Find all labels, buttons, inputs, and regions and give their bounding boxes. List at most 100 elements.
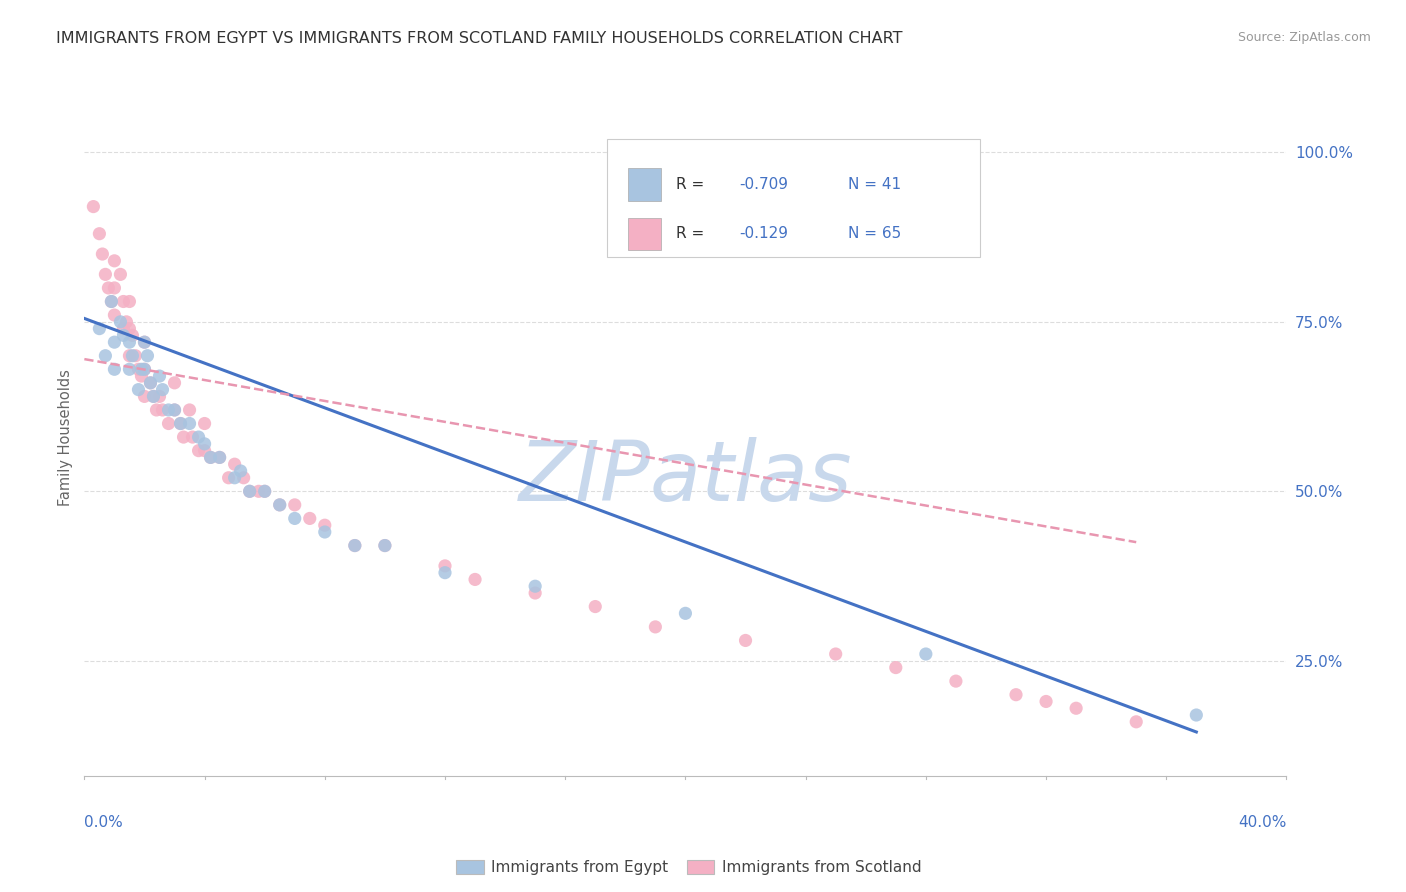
Point	[239, 484, 262, 499]
Point	[200, 450, 222, 465]
Point	[1125, 714, 1147, 729]
Point	[91, 247, 114, 261]
Point	[124, 349, 146, 363]
Point	[163, 376, 186, 390]
Text: ZIPatlas: ZIPatlas	[519, 437, 852, 518]
FancyBboxPatch shape	[627, 218, 661, 250]
Text: -0.709: -0.709	[740, 178, 789, 192]
Point	[314, 518, 336, 533]
Point	[89, 227, 111, 241]
Point	[675, 607, 697, 621]
Point	[139, 376, 162, 390]
Point	[169, 417, 191, 431]
Point	[884, 660, 907, 674]
Point	[103, 362, 125, 376]
Point	[94, 268, 117, 282]
Point	[163, 403, 186, 417]
Point	[103, 335, 125, 350]
Point	[110, 268, 132, 282]
Point	[118, 362, 141, 376]
Point	[945, 674, 967, 689]
Point	[208, 450, 231, 465]
Text: N = 41: N = 41	[848, 178, 901, 192]
Point	[169, 417, 191, 431]
Point	[148, 389, 170, 403]
Point	[152, 383, 174, 397]
Point	[152, 403, 174, 417]
Point	[187, 430, 209, 444]
Point	[118, 335, 141, 350]
Point	[131, 362, 153, 376]
Point	[644, 620, 666, 634]
Text: R =: R =	[676, 227, 709, 242]
Point	[145, 403, 167, 417]
Legend: Immigrants from Egypt, Immigrants from Scotland: Immigrants from Egypt, Immigrants from S…	[457, 861, 921, 875]
Point	[1064, 701, 1087, 715]
Point	[103, 253, 125, 268]
Point	[239, 484, 262, 499]
Point	[343, 539, 366, 553]
Point	[734, 633, 756, 648]
Point	[100, 294, 122, 309]
Point	[103, 308, 125, 322]
Text: 40.0%: 40.0%	[1239, 815, 1286, 830]
Point	[298, 511, 321, 525]
Text: 0.0%: 0.0%	[84, 815, 124, 830]
Point	[134, 389, 156, 403]
Point	[121, 328, 143, 343]
Point	[157, 403, 180, 417]
Point	[1035, 694, 1057, 708]
Point	[103, 281, 125, 295]
Point	[100, 294, 122, 309]
Point	[194, 417, 217, 431]
Point	[115, 315, 138, 329]
FancyBboxPatch shape	[607, 139, 980, 258]
Point	[1185, 708, 1208, 723]
Point	[179, 417, 201, 431]
Point	[434, 558, 457, 573]
Point	[112, 328, 135, 343]
Point	[208, 450, 231, 465]
Point	[229, 464, 252, 478]
Point	[179, 403, 201, 417]
Text: Source: ZipAtlas.com: Source: ZipAtlas.com	[1237, 31, 1371, 45]
Point	[94, 349, 117, 363]
Text: IMMIGRANTS FROM EGYPT VS IMMIGRANTS FROM SCOTLAND FAMILY HOUSEHOLDS CORRELATION : IMMIGRANTS FROM EGYPT VS IMMIGRANTS FROM…	[56, 31, 903, 46]
Point	[173, 430, 195, 444]
Point	[82, 200, 104, 214]
Point	[434, 566, 457, 580]
Point	[127, 362, 149, 376]
Point	[97, 281, 120, 295]
Point	[224, 471, 246, 485]
Point	[181, 430, 204, 444]
Point	[269, 498, 291, 512]
Point	[194, 443, 217, 458]
Point	[314, 524, 336, 539]
Point	[112, 294, 135, 309]
Text: N = 65: N = 65	[848, 227, 901, 242]
Point	[524, 579, 547, 593]
Point	[142, 389, 165, 403]
Point	[148, 369, 170, 384]
FancyBboxPatch shape	[627, 169, 661, 201]
Point	[157, 417, 180, 431]
Point	[134, 362, 156, 376]
Point	[142, 389, 165, 403]
Point	[343, 539, 366, 553]
Point	[121, 349, 143, 363]
Text: R =: R =	[676, 178, 709, 192]
Point	[134, 362, 156, 376]
Point	[1005, 688, 1028, 702]
Point	[127, 383, 149, 397]
Point	[163, 403, 186, 417]
Point	[139, 376, 162, 390]
Y-axis label: Family Households: Family Households	[58, 368, 73, 506]
Point	[253, 484, 276, 499]
Point	[374, 539, 396, 553]
Point	[284, 511, 307, 525]
Point	[110, 315, 132, 329]
Point	[187, 443, 209, 458]
Point	[915, 647, 938, 661]
Point	[194, 437, 217, 451]
Point	[224, 457, 246, 471]
